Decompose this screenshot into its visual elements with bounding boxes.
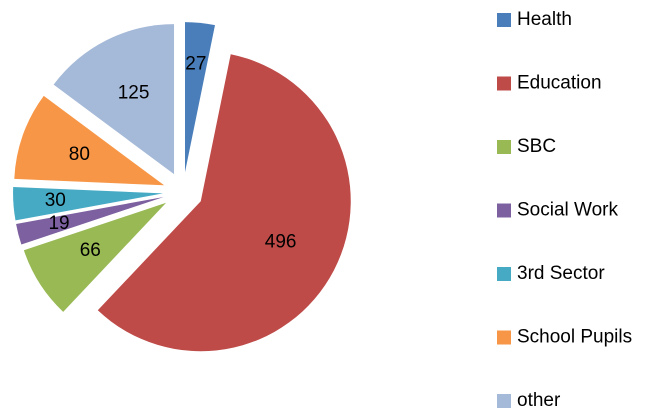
legend-label: Social Work xyxy=(517,200,619,221)
pie-slice xyxy=(53,24,175,175)
pie-slice xyxy=(23,202,167,312)
legend-swatch xyxy=(497,13,511,27)
pie-slice xyxy=(14,95,165,186)
data-label: 496 xyxy=(265,232,297,253)
legend-swatch xyxy=(497,140,511,154)
pie-slice xyxy=(16,196,164,245)
data-label: 27 xyxy=(185,54,206,75)
data-label: 125 xyxy=(118,83,150,104)
legend-swatch xyxy=(497,330,511,345)
legend-swatch xyxy=(497,394,511,408)
legend-label: Health xyxy=(517,9,572,30)
pie-slice xyxy=(97,54,351,352)
legend-swatch xyxy=(497,267,511,281)
legend-label: School Pupils xyxy=(517,327,632,348)
data-label: 80 xyxy=(69,144,90,165)
legend-label: other xyxy=(517,390,561,411)
pie-slice xyxy=(185,22,215,173)
data-label: 19 xyxy=(48,213,69,234)
legend-swatch xyxy=(497,203,511,218)
data-label: 30 xyxy=(45,190,66,211)
legend-swatch xyxy=(497,76,511,91)
legend-label: SBC xyxy=(517,136,556,157)
pie-slice xyxy=(13,186,164,221)
legend-label: Education xyxy=(517,73,602,94)
data-label: 66 xyxy=(80,240,101,261)
legend-label: 3rd Sector xyxy=(517,263,605,284)
